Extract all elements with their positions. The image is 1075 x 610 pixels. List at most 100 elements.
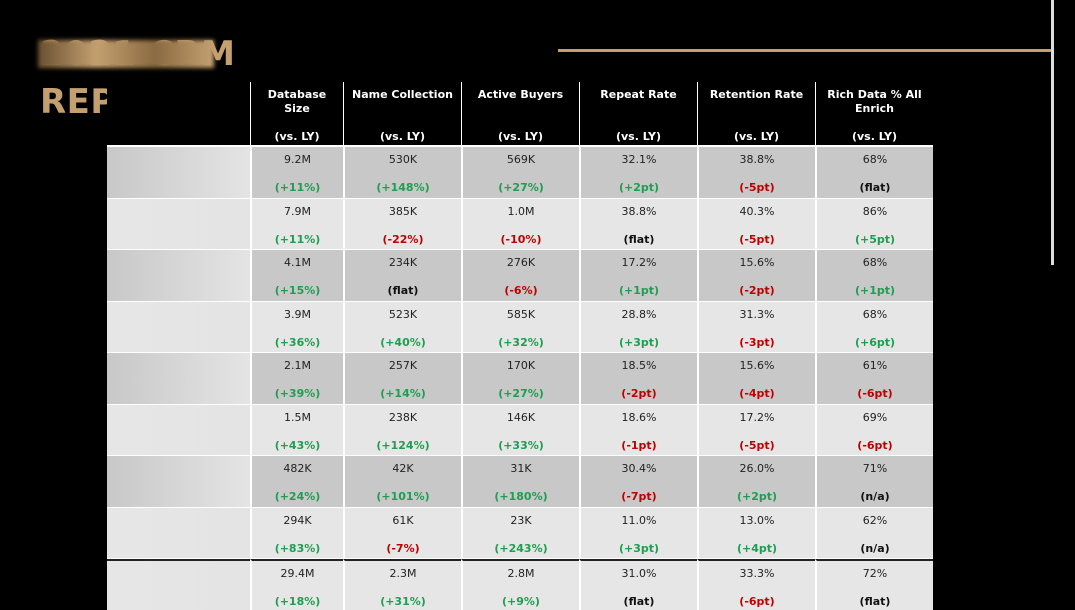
data-cell: 569K (+27%) (461, 147, 579, 199)
cell-value: 17.2% (621, 256, 657, 269)
cell-value: 31.0% (621, 567, 657, 580)
cell-change: (-3pt) (739, 335, 775, 349)
data-cell: 68% (+1pt) (815, 250, 933, 302)
cell-value: 257K (388, 359, 418, 372)
data-cell: 68% (+6pt) (815, 301, 933, 353)
column-subtitle: (vs. LY) (379, 130, 426, 143)
cell-value: 2.3M (389, 567, 417, 580)
cell-change: (+36%) (274, 335, 321, 349)
column-title: Repeat Rate (600, 88, 677, 101)
row-label (107, 301, 250, 353)
column-title: Name Collection (352, 88, 453, 101)
data-cell: 170K (+27%) (461, 353, 579, 405)
header-cell: Name Collection (vs. LY) (343, 82, 461, 147)
cell-change: (+243%) (494, 541, 548, 555)
cell-value: 62% (862, 513, 888, 527)
cell-value: 15.6% (739, 359, 775, 372)
cell-change: (-6pt) (857, 438, 893, 452)
table: Database Size (vs. LY) Name Collection (vs.… (107, 82, 933, 610)
cell-change: (-5pt) (739, 232, 775, 246)
cell-change: (-2pt) (739, 284, 775, 297)
data-cell: 9.2M (+11%) (250, 147, 343, 199)
header-cell: Retention Rate (vs. LY) (697, 82, 815, 147)
cell-value: 61% (862, 359, 888, 372)
data-cell: 585K (+32%) (461, 301, 579, 353)
cell-change: (+5pt) (854, 232, 896, 246)
data-cell: 18.6% (-1pt) (579, 404, 697, 456)
cell-value: 385K (388, 204, 418, 218)
rule (558, 49, 1052, 52)
row-label (107, 507, 250, 559)
cell-value: 69% (862, 410, 888, 424)
cell-change: (+11%) (274, 232, 321, 246)
column-title: Database Size (267, 88, 327, 115)
data-cell: 30.4% (-7pt) (579, 456, 697, 508)
cell-change: (flat) (623, 595, 655, 608)
header-cell: Repeat Rate (vs. LY) (579, 82, 697, 147)
data-cell: 31.3% (-3pt) (697, 301, 815, 353)
cell-change: (+2pt) (618, 181, 660, 194)
cell-value: 523K (388, 307, 418, 321)
cell-change: (-6pt) (739, 595, 775, 608)
column-title: Active Buyers (477, 88, 564, 101)
cell-value: 276K (506, 256, 536, 269)
header-cell: Active Buyers (vs. LY) (461, 82, 579, 147)
cell-value: 11.0% (621, 513, 657, 527)
data-cell: 2.1M (+39%) (250, 353, 343, 405)
divider (1051, 0, 1054, 265)
cell-value: 146K (506, 410, 536, 424)
cell-change: (-22%) (382, 232, 424, 246)
cell-value: 170K (506, 359, 536, 372)
cell-value: 1.0M (507, 204, 535, 218)
cell-value: 2.8M (507, 567, 535, 580)
cell-change: (-7%) (386, 541, 420, 555)
cell-value: 530K (388, 153, 418, 166)
header-cell (107, 82, 250, 147)
data-cell: 234K (flat) (343, 250, 461, 302)
data-cell: 72% (flat) (815, 559, 933, 610)
cell-value: 38.8% (739, 153, 775, 166)
cell-value: 2.1M (284, 359, 311, 372)
cell-value: 42K (392, 462, 414, 475)
cell-change: (+43%) (274, 438, 321, 452)
cell-change: (flat) (623, 232, 655, 246)
cell-change: (+3pt) (618, 335, 660, 349)
cell-value: 32.1% (621, 153, 657, 166)
cell-value: 1.5M (284, 410, 311, 424)
data-cell: 2.8M (+9%) (461, 559, 579, 610)
data-cell: 33.3% (-6pt) (697, 559, 815, 610)
data-cell: 294K (+83%) (250, 507, 343, 559)
header-cell: Rich Data % All Enrich (vs. LY) (815, 82, 933, 147)
data-cell: 62% (n/a) (815, 507, 933, 559)
row-label (107, 250, 250, 302)
cell-change: (+83%) (274, 541, 321, 555)
data-cell: 28.8% (+3pt) (579, 301, 697, 353)
cell-change: (flat) (859, 595, 891, 608)
cell-change: (+33%) (498, 438, 544, 452)
column-subtitle: (vs. LY) (733, 130, 780, 143)
cell-value: 17.2% (739, 410, 775, 424)
header-cell: Database Size (vs. LY) (250, 82, 343, 147)
cell-value: 71% (862, 462, 888, 475)
cell-change: (n/a) (860, 490, 890, 503)
cell-value: 238K (388, 410, 418, 424)
data-cell: 38.8% (flat) (579, 198, 697, 250)
cell-value: 29.4M (280, 567, 315, 580)
cell-value: 234K (388, 256, 418, 269)
data-cell: 238K (+124%) (343, 404, 461, 456)
data-cell: 15.6% (-4pt) (697, 353, 815, 405)
data-cell: 61% (-6pt) (815, 353, 933, 405)
data-cell: 7.9M (+11%) (250, 198, 343, 250)
cell-value: 18.5% (621, 359, 657, 372)
row-label (107, 353, 250, 405)
cell-change: (+101%) (376, 490, 430, 503)
data-cell: 523K (+40%) (343, 301, 461, 353)
column-subtitle: (vs. LY) (615, 130, 662, 143)
cell-change: (-5pt) (739, 438, 775, 452)
cell-change: (+3pt) (618, 541, 660, 555)
cell-value: 33.3% (739, 567, 775, 580)
cell-change: (+27%) (498, 181, 544, 194)
cell-value: 9.2M (284, 153, 311, 166)
cell-value: 18.6% (621, 410, 657, 424)
